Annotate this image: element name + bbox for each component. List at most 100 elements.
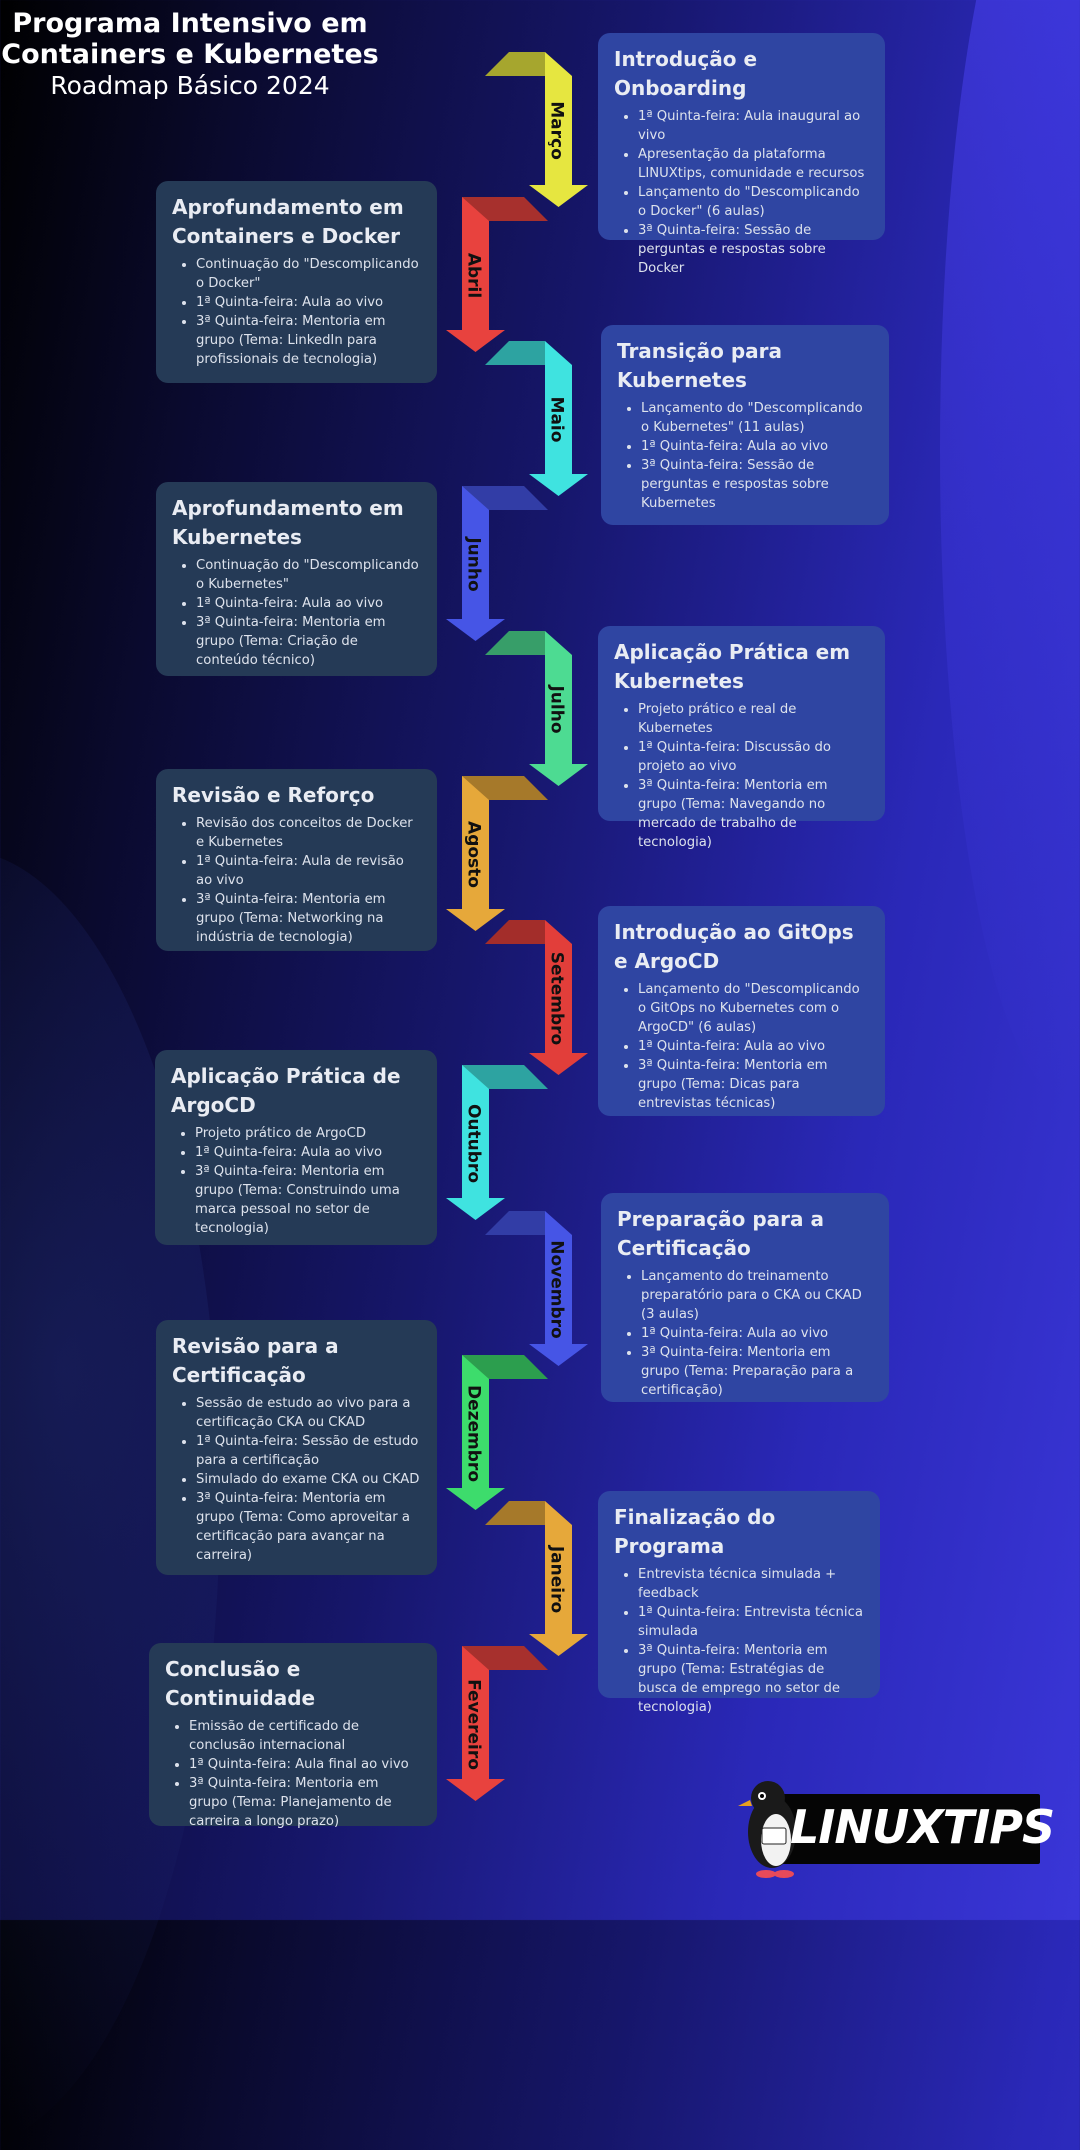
roadmap-card: Preparação para a Certificação Lançamento… (601, 1193, 889, 1402)
card-items: 1ª Quinta-feira: Aula inaugural ao vivoA… (614, 107, 869, 278)
segment-elbow (485, 1501, 545, 1525)
card-item: Entrevista técnica simulada + feedback (638, 1565, 864, 1603)
penguin-mascot-icon (738, 1781, 796, 1878)
roadmap-card: Transição para Kubernetes Lançamento do "… (601, 325, 889, 525)
card-item: Projeto prático e real de Kubernetes (638, 700, 869, 738)
month-segment: Junho (446, 486, 548, 641)
segment-arrow (446, 776, 505, 931)
segment-elbow (485, 920, 545, 944)
card-item: Sessão de estudo ao vivo para a certific… (196, 1394, 421, 1432)
segment-arrow (529, 1211, 588, 1366)
card-title: Revisão e Reforço (172, 783, 375, 807)
month-segment: Fevereiro (446, 1646, 548, 1801)
month-segment: Agosto (446, 776, 548, 931)
card-item: Continuação do "Descomplicando o Kuberne… (196, 556, 421, 594)
month-label: Novembro (547, 1240, 567, 1338)
card-item: 1ª Quinta-feira: Aula ao vivo (196, 594, 421, 613)
segment-arrow (529, 341, 588, 496)
card-title: Preparação para a Certificação (617, 1207, 824, 1260)
card-item: 3ª Quinta-feira: Mentoria em grupo (Tema… (638, 1056, 869, 1113)
segment-elbow (462, 197, 548, 221)
card-title: Aprofundamento em Kubernetes (172, 496, 404, 549)
segment-elbow (462, 776, 548, 800)
month-label: Setembro (547, 952, 567, 1045)
card-title: Transição para Kubernetes (617, 339, 783, 392)
segment-elbow (462, 1646, 548, 1670)
roadmap-card: Introdução e Onboarding 1ª Quinta-feira: … (598, 33, 885, 276)
card-item: 1ª Quinta-feira: Aula ao vivo (196, 293, 421, 312)
card-item: Lançamento do treinamento preparatório p… (641, 1267, 873, 1324)
card-items: Projeto prático e real de Kubernetes1ª Q… (614, 700, 869, 852)
month-segment: Janeiro (485, 1501, 588, 1656)
month-segment: Julho (485, 631, 588, 786)
segment-elbow (485, 631, 545, 655)
segment-elbow (462, 486, 548, 510)
segment-elbow (462, 1065, 548, 1089)
card-items: Continuação do "Descomplicando o Kuberne… (172, 556, 421, 670)
card-item: 1ª Quinta-feira: Discussão do projeto ao… (638, 738, 869, 776)
card-items: Lançamento do "Descomplicando o GitOps n… (614, 980, 869, 1113)
card-item: Emissão de certificado de conclusão inte… (189, 1717, 421, 1755)
roadmap-card: Aprofundamento em Containers e Docker Con… (156, 181, 437, 383)
month-label: Maio (547, 397, 567, 443)
card-items: Projeto prático de ArgoCD1ª Quinta-feira… (171, 1124, 421, 1238)
month-label: Fevereiro (464, 1679, 484, 1770)
title-line-1: Programa Intensivo em (12, 8, 368, 39)
card-item: 1ª Quinta-feira: Aula inaugural ao vivo (638, 107, 869, 145)
logo-text: LINUXTIPS (790, 1800, 1055, 1854)
roadmap-card: Aprofundamento em Kubernetes Continuação … (156, 482, 437, 676)
card-item: 3ª Quinta-feira: Mentoria em grupo (Tema… (638, 776, 869, 852)
linuxtips-logo: LINUXTIPS (730, 1770, 1055, 1880)
month-segment: Abril (446, 197, 548, 352)
card-title: Aplicação Prática em Kubernetes (614, 640, 851, 693)
card-item: Apresentação da plataforma LINUXtips, co… (638, 145, 869, 183)
segment-arrow (446, 1065, 505, 1220)
month-label: Abril (464, 253, 484, 298)
page-title: Programa Intensivo em Containers e Kuber… (0, 8, 380, 102)
segment-arrow (529, 920, 588, 1075)
card-item: 3ª Quinta-feira: Mentoria em grupo (Tema… (196, 1489, 421, 1565)
card-item: Revisão dos conceitos de Docker e Kubern… (196, 814, 421, 852)
roadmap-card: Aplicação Prática de ArgoCD Projeto práti… (155, 1050, 437, 1245)
page-subtitle: Roadmap Básico 2024 (50, 71, 330, 100)
card-title: Introdução e Onboarding (614, 47, 758, 100)
card-item: 3ª Quinta-feira: Mentoria em grupo (Tema… (189, 1774, 421, 1831)
month-label: Março (547, 101, 567, 160)
segment-arrow (446, 1646, 505, 1801)
month-label: Janeiro (547, 1545, 567, 1613)
roadmap-card: Revisão para a Certificação Sessão de est… (156, 1320, 437, 1575)
card-item: 1ª Quinta-feira: Aula de revisão ao vivo (196, 852, 421, 890)
roadmap-card: Conclusão e Continuidade Emissão de certi… (149, 1643, 437, 1829)
month-segment: Novembro (485, 1211, 588, 1366)
card-item: 3ª Quinta-feira: Mentoria em grupo (Tema… (195, 1162, 421, 1238)
card-title: Aprofundamento em Containers e Docker (172, 195, 404, 248)
segment-arrow (446, 197, 505, 352)
card-item: Lançamento do "Descomplicando o Kubernet… (641, 399, 873, 437)
roadmap-card: Revisão e Reforço Revisão dos conceitos d… (156, 769, 437, 951)
card-item: 1ª Quinta-feira: Aula ao vivo (641, 1324, 873, 1343)
card-item: 1ª Quinta-feira: Aula final ao vivo (189, 1755, 421, 1774)
segment-elbow (485, 1211, 545, 1235)
month-label: Julho (547, 684, 567, 733)
card-title: Conclusão e Continuidade (165, 1657, 316, 1710)
card-item: Lançamento do "Descomplicando o Docker" … (638, 183, 869, 221)
card-items: Sessão de estudo ao vivo para a certific… (172, 1394, 421, 1565)
card-title: Aplicação Prática de ArgoCD (171, 1064, 401, 1117)
card-items: Lançamento do "Descomplicando o Kubernet… (617, 399, 873, 513)
card-item: 1ª Quinta-feira: Aula ao vivo (641, 437, 873, 456)
card-item: 3ª Quinta-feira: Sessão de perguntas e r… (638, 221, 869, 278)
card-title: Revisão para a Certificação (172, 1334, 339, 1387)
card-item: 3ª Quinta-feira: Mentoria em grupo (Tema… (196, 890, 421, 947)
month-segment: Março (485, 52, 588, 207)
month-label: Dezembro (464, 1385, 484, 1482)
card-item: 3ª Quinta-feira: Mentoria em grupo (Tema… (638, 1641, 864, 1717)
month-label: Junho (464, 536, 484, 591)
segment-arrow (529, 631, 588, 786)
segment-elbow (485, 52, 545, 76)
segment-arrow (446, 486, 505, 641)
card-items: Continuação do "Descomplicando o Docker"… (172, 255, 421, 369)
card-item: 1ª Quinta-feira: Sessão de estudo para a… (196, 1432, 421, 1470)
segment-arrow (529, 1501, 588, 1656)
month-segment: Setembro (485, 920, 588, 1075)
month-segment: Outubro (446, 1065, 548, 1220)
